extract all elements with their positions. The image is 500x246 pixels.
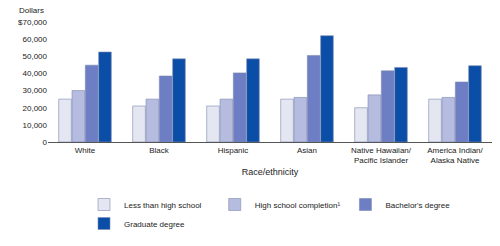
svg-text:60,000: 60,000 bbox=[23, 35, 48, 44]
svg-text:40,000: 40,000 bbox=[23, 69, 48, 78]
svg-text:30,000: 30,000 bbox=[23, 86, 48, 95]
svg-text:Hispanic: Hispanic bbox=[218, 146, 249, 155]
svg-text:50,000: 50,000 bbox=[23, 52, 48, 61]
svg-text:High school completion¹: High school completion¹ bbox=[255, 201, 341, 210]
svg-text:0: 0 bbox=[43, 138, 48, 147]
svg-text:Native Hawaiian/Pacific Island: Native Hawaiian/Pacific Islander bbox=[351, 146, 412, 165]
svg-text:White: White bbox=[75, 146, 96, 155]
svg-text:Asian: Asian bbox=[297, 146, 317, 155]
svg-text:$70,000: $70,000 bbox=[18, 18, 47, 27]
svg-text:Dollars: Dollars bbox=[19, 6, 44, 15]
svg-text:Less than high school: Less than high school bbox=[124, 201, 202, 210]
svg-text:Race/ethnicity: Race/ethnicity bbox=[242, 167, 299, 177]
svg-text:Black: Black bbox=[149, 146, 170, 155]
svg-text:Bachelor's degree: Bachelor's degree bbox=[385, 201, 450, 210]
svg-text:20,000: 20,000 bbox=[23, 104, 48, 113]
svg-text:America Indian/Alaska Native: America Indian/Alaska Native bbox=[427, 146, 483, 165]
svg-text:Graduate degree: Graduate degree bbox=[124, 220, 185, 229]
svg-text:10,000: 10,000 bbox=[23, 121, 48, 130]
